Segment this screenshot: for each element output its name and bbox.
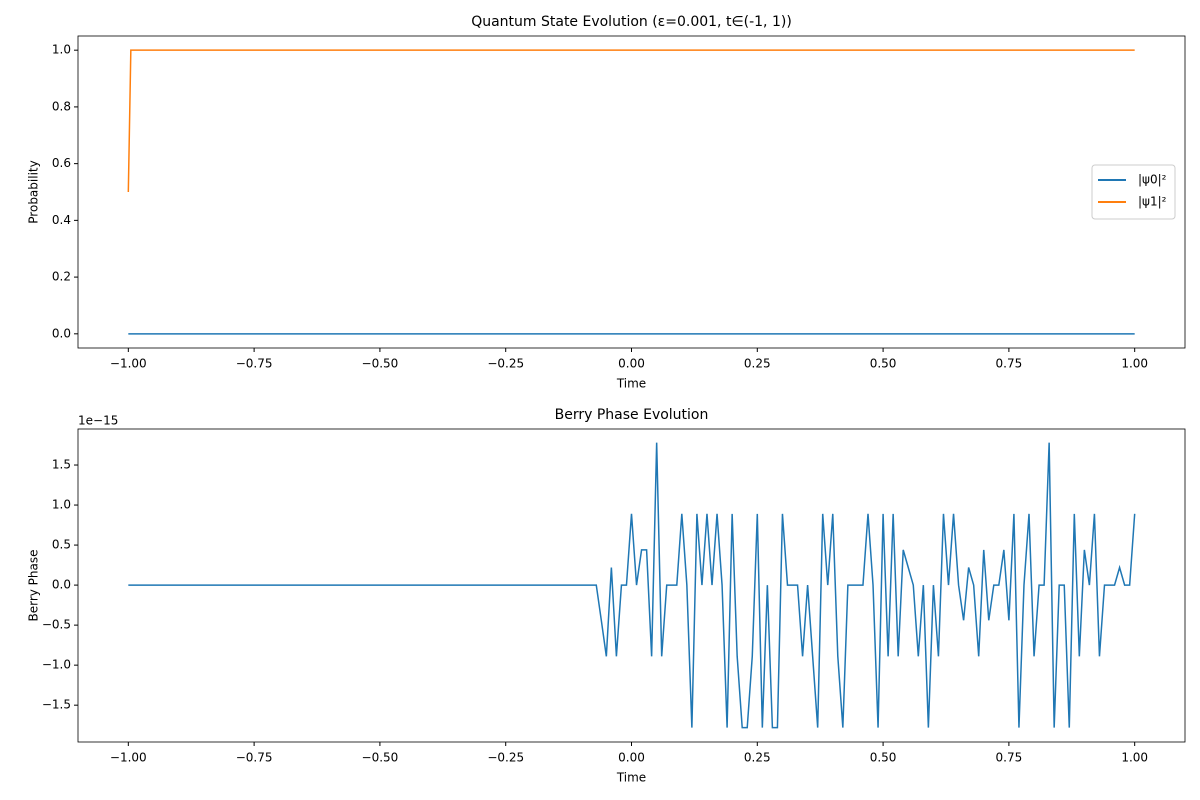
- legend-label: |ψ0|²: [1138, 173, 1167, 187]
- axis-offset-label: 1e−15: [78, 414, 118, 428]
- x-tick-label: 0.75: [996, 751, 1023, 765]
- x-tick-label: −0.25: [487, 751, 524, 765]
- y-tick-label: 0.4: [52, 213, 71, 227]
- x-tick-label: −0.25: [487, 357, 524, 371]
- y-axis-label: Berry Phase: [27, 549, 41, 621]
- legend-label: |ψ1|²: [1138, 195, 1167, 209]
- legend-frame: [1091, 164, 1176, 220]
- x-tick-label: −1.00: [110, 357, 147, 371]
- y-axis-label: Probability: [27, 160, 41, 223]
- y-tick-label: 0.5: [52, 538, 71, 552]
- x-tick-label: 1.00: [1121, 357, 1148, 371]
- x-tick-label: 1.00: [1121, 751, 1148, 765]
- y-tick-label: 1.0: [52, 498, 71, 512]
- series-line: [127, 49, 1135, 193]
- x-tick-label: 0.50: [870, 357, 897, 371]
- x-tick-label: 0.25: [744, 751, 771, 765]
- x-tick-label: −1.00: [110, 751, 147, 765]
- axes-frame: [77, 35, 1186, 349]
- x-tick-label: −0.50: [362, 357, 399, 371]
- y-tick-label: 1.0: [52, 43, 71, 57]
- x-tick-label: 0.25: [744, 357, 771, 371]
- y-tick-label: 0.0: [52, 578, 71, 592]
- y-tick-label: 0.8: [52, 99, 71, 113]
- x-tick-label: 0.00: [618, 751, 645, 765]
- chart-title: Quantum State Evolution (ε=0.001, t∈(-1,…: [471, 14, 792, 30]
- x-tick-label: −0.75: [236, 357, 273, 371]
- series-line: [128, 442, 1136, 729]
- y-tick-label: −1.0: [42, 658, 71, 672]
- legend: |ψ0|² |ψ1|²: [1091, 164, 1176, 220]
- x-tick-label: −0.50: [362, 751, 399, 765]
- axes-frame: [77, 428, 1186, 743]
- y-tick-label: 1.5: [52, 458, 71, 472]
- y-tick-label: −1.5: [42, 698, 71, 712]
- y-tick-label: 0.2: [52, 270, 71, 284]
- x-tick-label: −0.75: [236, 751, 273, 765]
- y-tick-label: −0.5: [42, 618, 71, 632]
- x-axis-label: Time: [616, 377, 646, 391]
- chart-title: Berry Phase Evolution: [555, 407, 709, 423]
- x-tick-label: 0.50: [870, 751, 897, 765]
- x-tick-label: 0.00: [618, 357, 645, 371]
- x-axis-label: Time: [616, 771, 646, 785]
- y-tick-label: 0.6: [52, 156, 71, 170]
- x-tick-label: 0.75: [996, 357, 1023, 371]
- y-tick-label: 0.0: [52, 326, 71, 340]
